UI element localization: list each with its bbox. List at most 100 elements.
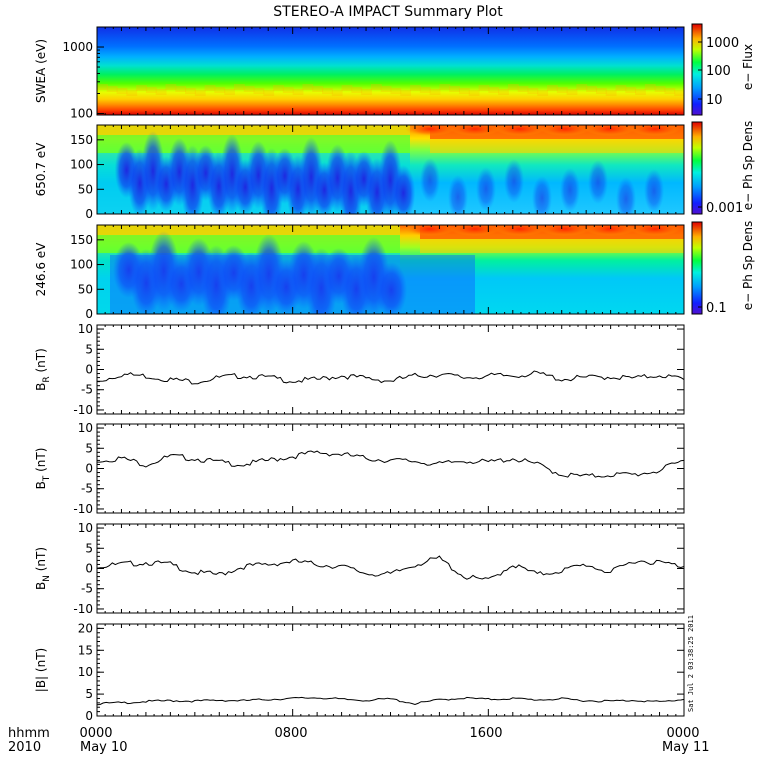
heatmap-image xyxy=(97,225,684,314)
y-tick-label: -10 xyxy=(73,403,93,417)
heatmap-texture xyxy=(116,88,128,94)
y-tick-label: 100 xyxy=(70,258,93,272)
y-axis-label: BN (nT) xyxy=(34,547,52,590)
panel-6: 10 5 0 -5 -10 BN (nT) xyxy=(34,521,685,616)
y-tick-label: 10 xyxy=(78,421,93,435)
heatmap-texture xyxy=(97,84,108,90)
heatmap-fill xyxy=(97,27,684,115)
heatmap-texture xyxy=(253,88,265,94)
colorbar-tick-label: 10 xyxy=(706,93,723,108)
heatmap-texture xyxy=(312,86,324,92)
y-tick-label: -10 xyxy=(73,502,93,516)
y-tick-label: 0 xyxy=(85,462,93,476)
time-label-1600: 1600 xyxy=(469,726,502,741)
heatmap-blob xyxy=(450,125,500,136)
y-tick-label: 10 xyxy=(78,521,93,535)
y-tick-label: 100 xyxy=(70,158,93,172)
heatmap-texture xyxy=(468,90,480,96)
heatmap-blob xyxy=(560,168,580,212)
heatmap-texture xyxy=(439,84,451,90)
heatmap-texture xyxy=(292,89,304,95)
plot-title: STEREO-A IMPACT Summary Plot xyxy=(273,4,503,20)
heatmap-texture xyxy=(106,86,118,92)
time-label-may10: May 10 xyxy=(80,740,128,755)
panel-frame xyxy=(96,423,685,514)
panel-7: 20 15 10 5 0 |B| (nT) xyxy=(34,621,685,723)
y-tick-label: 100 xyxy=(70,107,93,121)
heatmap-texture xyxy=(126,90,138,96)
heatmap-band xyxy=(420,239,684,253)
heatmap-texture xyxy=(527,88,539,94)
time-label-may11: May 11 xyxy=(662,740,710,755)
heatmap-texture xyxy=(185,88,196,94)
heatmap-texture xyxy=(498,89,509,95)
heatmap-blob xyxy=(405,125,455,136)
y-axis-label: 246.6 eV xyxy=(34,242,48,297)
colorbar-tick-label: 100 xyxy=(706,64,731,79)
y-tick-label: 10 xyxy=(78,322,93,336)
heatmap-blob xyxy=(630,225,680,236)
heatmap-texture xyxy=(233,84,245,90)
panel-frame xyxy=(96,324,685,415)
heatmap-texture xyxy=(586,86,597,92)
colorbar-fill xyxy=(691,221,703,315)
heatmap-blob xyxy=(476,167,496,211)
heatmap-texture xyxy=(155,89,167,95)
data-line xyxy=(97,450,685,478)
panel-3: 150 100 50 0 246.6 eV 0.1 e− Ph Sp Dens xyxy=(34,221,755,321)
y-tick-label: -5 xyxy=(81,482,93,496)
heatmap-texture xyxy=(400,90,412,96)
timestamp: Sat Jul 2 03:38:25 2011 xyxy=(687,615,695,712)
time-label-year: 2010 xyxy=(8,740,41,755)
colorbar: 1000 100 10 e− Flux xyxy=(691,23,755,116)
heatmap-texture xyxy=(449,86,460,92)
heatmap-texture xyxy=(243,86,255,92)
heatmap-texture xyxy=(390,88,402,94)
y-tick-label: 5 xyxy=(85,342,93,356)
y-tick-label: 50 xyxy=(78,282,93,296)
y-axis-label: SWEA (eV) xyxy=(34,39,48,103)
y-axis-label: |B| (nT) xyxy=(34,648,48,692)
y-tick-label: 0 xyxy=(85,709,93,723)
y-tick-label: -5 xyxy=(81,383,93,397)
heatmap-blob xyxy=(405,225,455,236)
panel-1: 1000 100 SWEA (eV) 1000 100 10 e− Flux xyxy=(34,23,755,121)
heatmap-texture xyxy=(322,88,333,94)
colorbar-fill xyxy=(691,121,703,215)
heatmap-texture xyxy=(145,87,157,93)
y-tick-label: 0 xyxy=(85,307,93,321)
heatmap-blob xyxy=(585,125,635,136)
heatmap-texture xyxy=(507,84,519,90)
heatmap-texture xyxy=(566,89,578,95)
colorbar-tick-label: 1000 xyxy=(706,36,739,51)
colorbar-tick-label: 0.1 xyxy=(706,301,727,316)
panel-frame xyxy=(96,623,685,717)
heatmap-texture xyxy=(547,85,558,91)
heatmap-texture xyxy=(165,84,177,90)
y-tick-label: 5 xyxy=(85,441,93,455)
y-axis-label: 650.7 eV xyxy=(34,142,48,197)
time-label-0000-end: 0000 xyxy=(666,726,699,741)
heatmap-blob xyxy=(420,158,440,202)
heatmap-texture xyxy=(351,87,363,93)
y-tick-label: 5 xyxy=(85,687,93,701)
y-axis-label: BR (nT) xyxy=(34,348,52,391)
heatmap-texture xyxy=(331,90,343,96)
heatmap-texture xyxy=(419,87,431,93)
heatmap-texture xyxy=(595,88,607,94)
heatmap-texture xyxy=(478,85,490,91)
time-label-hhmm: hhmm xyxy=(8,726,50,741)
heatmap-image xyxy=(97,27,684,115)
y-tick-label: 10 xyxy=(78,665,93,679)
colorbar: 0.1 e− Ph Sp Dens xyxy=(691,221,755,316)
y-tick-label: 0 xyxy=(85,363,93,377)
heatmap-blob xyxy=(391,165,416,214)
heatmap-texture xyxy=(410,85,421,91)
heatmap-texture xyxy=(488,87,500,93)
heatmap-blob xyxy=(532,176,552,214)
colorbar-label: e− Ph Sp Dens xyxy=(741,221,755,310)
heatmap-blob xyxy=(504,159,524,203)
heatmap-texture xyxy=(214,87,226,93)
